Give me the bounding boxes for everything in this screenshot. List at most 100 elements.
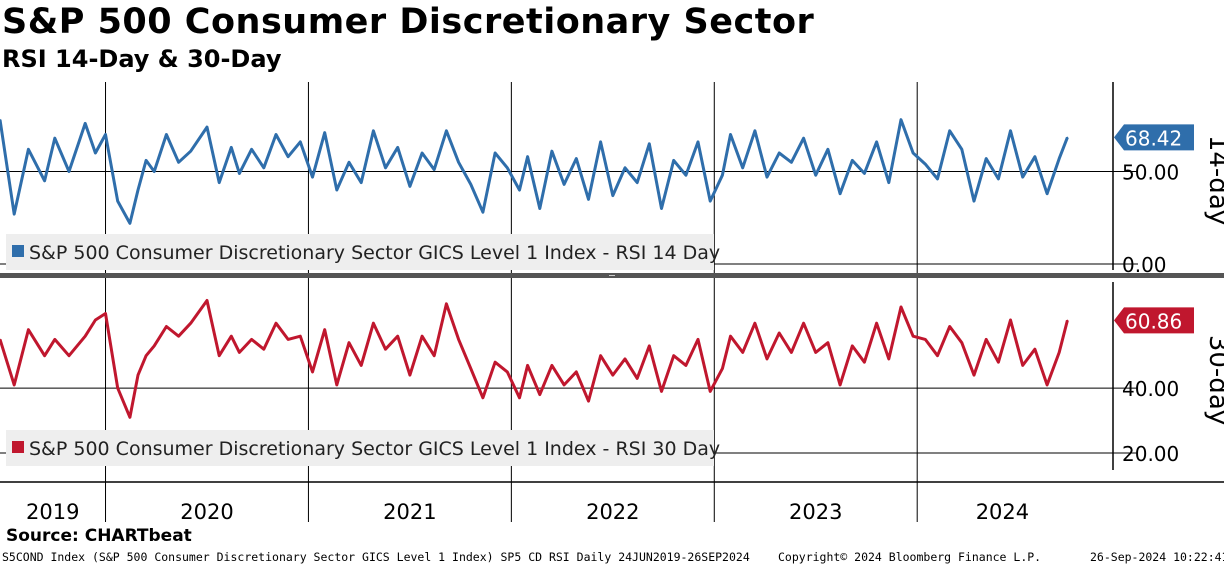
data-point-bottom-panel xyxy=(912,335,914,338)
data-point-top-panel xyxy=(802,137,805,139)
data-point-top-panel xyxy=(104,133,107,136)
data-point-top-panel xyxy=(0,118,1,121)
data-point-top-panel xyxy=(721,174,724,176)
ytick-label-bottom-panel-1: 40.00 xyxy=(1122,377,1179,401)
data-point-top-panel xyxy=(1058,157,1060,160)
data-point-top-panel xyxy=(153,170,155,173)
panel-label-top-panel: 14-day xyxy=(1203,135,1224,225)
data-point-bottom-panel xyxy=(741,351,744,354)
data-point-bottom-panel xyxy=(13,384,15,386)
data-point-bottom-panel xyxy=(875,322,878,325)
data-point-bottom-panel xyxy=(218,354,220,357)
data-point-top-panel xyxy=(206,126,208,128)
data-point-top-panel xyxy=(94,152,97,154)
data-point-top-panel xyxy=(372,130,375,132)
data-point-bottom-panel xyxy=(709,390,711,393)
data-point-bottom-panel xyxy=(27,328,30,331)
data-point-bottom-panel xyxy=(372,322,375,325)
data-point-bottom-panel xyxy=(360,364,363,367)
data-point-top-panel xyxy=(612,194,614,197)
data-point-top-panel xyxy=(587,198,590,201)
data-point-bottom-panel xyxy=(311,371,314,373)
data-point-top-panel xyxy=(729,133,732,136)
data-point-bottom-panel xyxy=(551,364,553,367)
data-point-bottom-panel xyxy=(189,322,192,325)
data-point-top-panel xyxy=(985,157,987,160)
data-point-top-panel xyxy=(275,133,277,136)
last-value-badge-top-panel xyxy=(1114,124,1194,151)
data-point-top-panel xyxy=(636,181,638,184)
data-point-top-panel xyxy=(409,185,411,188)
data-point-bottom-panel xyxy=(961,341,963,344)
data-point-bottom-panel xyxy=(43,354,46,357)
data-point-bottom-panel xyxy=(563,384,565,386)
data-point-bottom-panel xyxy=(587,400,590,402)
data-point-bottom-panel xyxy=(494,361,496,364)
data-point-bottom-panel xyxy=(1009,319,1012,321)
data-point-top-panel xyxy=(445,130,448,132)
data-point-bottom-panel xyxy=(275,322,277,325)
data-point-bottom-panel xyxy=(685,364,687,367)
data-point-bottom-panel xyxy=(802,322,805,325)
data-point-top-panel xyxy=(218,181,220,184)
data-point-top-panel xyxy=(973,200,975,202)
data-point-bottom-panel xyxy=(84,335,86,338)
data-point-bottom-panel xyxy=(153,345,155,347)
data-point-bottom-panel xyxy=(165,325,168,328)
data-point-top-panel xyxy=(648,143,651,145)
data-point-bottom-panel xyxy=(754,322,756,325)
data-point-top-panel xyxy=(766,176,768,178)
data-point-bottom-panel xyxy=(900,306,902,308)
data-point-top-panel xyxy=(230,146,233,149)
data-point-bottom-panel xyxy=(506,371,509,373)
data-point-top-panel xyxy=(948,130,951,132)
data-point-bottom-panel xyxy=(230,335,233,338)
data-point-bottom-panel xyxy=(1066,319,1069,322)
legend-swatch-bottom-panel xyxy=(12,441,24,453)
data-point-bottom-panel xyxy=(936,354,939,357)
data-point-top-panel xyxy=(360,181,363,184)
data-point-bottom-panel xyxy=(421,335,423,338)
data-point-bottom-panel xyxy=(660,390,663,393)
data-point-top-panel xyxy=(709,200,711,202)
last-value-label-bottom-panel: 60.86 xyxy=(1125,309,1182,333)
data-point-top-panel xyxy=(539,207,541,210)
series-line-bottom-panel xyxy=(0,299,1069,419)
data-point-top-panel xyxy=(287,155,289,158)
data-point-top-panel xyxy=(145,159,147,162)
data-point-bottom-panel xyxy=(336,384,338,386)
data-point-top-panel xyxy=(754,130,756,132)
legend-box-bottom-panel xyxy=(6,430,714,466)
data-point-bottom-panel xyxy=(206,299,208,302)
data-point-top-panel xyxy=(672,159,675,162)
last-value-label-top-panel: 68.42 xyxy=(1125,126,1182,150)
data-point-bottom-panel xyxy=(790,351,793,354)
data-point-bottom-panel xyxy=(526,364,529,367)
data-point-bottom-panel xyxy=(116,387,119,389)
xtick-label-2020: 2020 xyxy=(180,500,233,524)
legend-swatch-top-panel xyxy=(12,245,24,257)
data-point-bottom-panel xyxy=(1021,364,1024,367)
footer-timestamp: 26-Sep-2024 10:22:41 xyxy=(1090,550,1224,564)
data-point-bottom-panel xyxy=(54,338,56,341)
data-point-bottom-panel xyxy=(409,374,411,376)
data-point-top-panel xyxy=(421,152,423,154)
data-point-top-panel xyxy=(685,174,687,176)
data-point-bottom-panel xyxy=(1034,348,1036,351)
data-point-top-panel xyxy=(165,133,168,136)
data-point-top-panel xyxy=(1046,192,1048,195)
data-point-bottom-panel xyxy=(924,338,927,341)
legend-label-top-panel: S&P 500 Consumer Discretionary Sector GI… xyxy=(29,242,720,264)
data-point-top-panel xyxy=(697,141,699,143)
data-point-bottom-panel xyxy=(238,351,241,354)
data-point-top-panel xyxy=(323,131,326,134)
data-point-bottom-panel xyxy=(575,371,578,373)
legend-box-top-panel xyxy=(6,234,714,270)
data-point-top-panel xyxy=(299,141,302,143)
xtick-label-2019: 2019 xyxy=(26,500,79,524)
data-point-top-panel xyxy=(54,137,56,139)
ytick-label-top-panel-1: 50.00 xyxy=(1122,161,1179,185)
data-point-bottom-panel xyxy=(851,345,854,347)
data-point-top-panel xyxy=(68,170,70,173)
data-point-bottom-panel xyxy=(457,338,460,341)
